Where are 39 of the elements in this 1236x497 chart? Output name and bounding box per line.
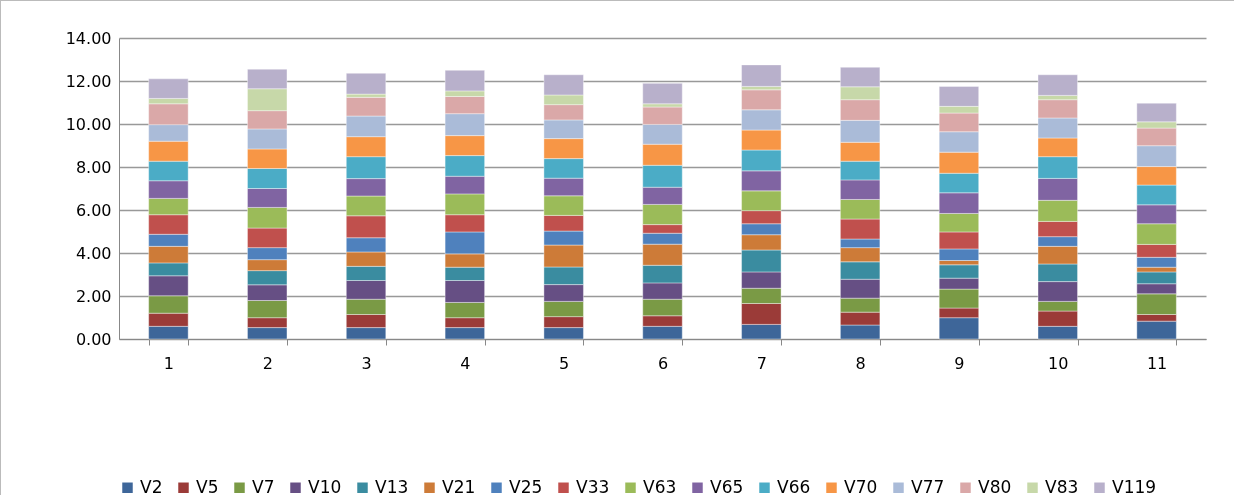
legend-label: V66 [777,476,811,497]
legend-label: V25 [509,476,543,497]
legend-label: V63 [643,476,677,497]
y-tick-label: 8.00 [75,157,112,177]
x-tick-label: 3 [361,353,372,373]
legend-label: V119 [1112,476,1157,497]
x-tick-label: 4 [460,353,471,373]
x-tick-label: 2 [262,353,273,373]
legend-label: V7 [252,476,275,497]
x-tick-label: 11 [1146,353,1168,373]
y-tick-label: 6.00 [75,200,112,220]
x-tick-label: 7 [756,353,767,373]
legend-label: V83 [1045,476,1079,497]
legend-label: V21 [442,476,476,497]
legend-label: V10 [308,476,342,497]
x-tick-label: 8 [855,353,866,373]
legend-label: V5 [196,476,219,497]
x-tick-label: 10 [1048,353,1069,373]
y-tick-label: 14.00 [65,28,112,48]
bar [346,73,387,95]
legend-label: V80 [978,476,1012,497]
y-tick-label: 4.00 [75,243,112,263]
x-tick-label: 9 [954,353,965,373]
y-tick-label: 12.00 [65,71,112,91]
legend-label: V70 [844,476,878,497]
legend-label: V2 [140,476,163,497]
bar [741,64,782,87]
legend-label: V77 [911,476,945,497]
legend-label: V13 [375,476,409,497]
y-tick-label: 2.00 [75,286,112,306]
bar [642,83,683,104]
bar [1037,74,1078,96]
legend-label: V65 [710,476,744,497]
x-tick-label: 1 [163,353,174,373]
y-tick-label: 10.00 [65,114,112,134]
y-tick-label: 0.00 [75,329,112,349]
legend-label: V33 [576,476,610,497]
x-tick-label: 6 [657,353,669,373]
x-tick-label: 5 [559,353,570,373]
